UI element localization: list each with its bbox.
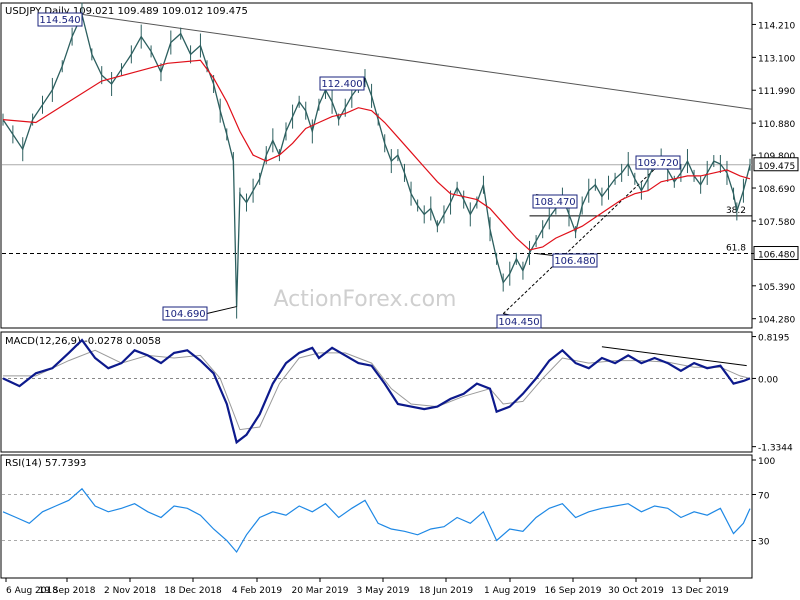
annotation-label: 112.400	[321, 79, 362, 90]
annotation-box	[635, 155, 681, 170]
date-axis-label: 16 Sep 2019	[544, 586, 601, 596]
annotation-label: 106.480	[554, 256, 595, 267]
price-axis-label: 109.800	[758, 152, 795, 162]
macd-panel-frame	[0, 331, 753, 453]
price-axis-label: 110.880	[758, 120, 795, 130]
date-axis-label: 1 Aug 2019	[484, 586, 536, 596]
date-axis-label: 19 Sep 2018	[38, 586, 95, 596]
rsi-line	[2, 487, 751, 554]
macd-axis-label: 0.00	[758, 375, 778, 385]
price-axis-label: 111.990	[758, 87, 795, 97]
price-series	[2, 2, 751, 319]
annotation-label: 104.690	[164, 309, 205, 320]
symbol-title: USDJPY Daily	[5, 6, 70, 17]
annotation-box	[532, 194, 578, 209]
support-trendline	[502, 156, 669, 315]
date-axis-label: 20 Mar 2019	[291, 586, 348, 596]
price-axis-label: 114.210	[758, 21, 795, 31]
price-axis-label: 107.580	[758, 218, 795, 228]
price-axis: 114.210 113.100 111.990 110.880 109.800 108.6…	[752, 21, 799, 326]
rsi-axis-label: 70	[758, 492, 770, 502]
date-axis-label: 18 Jun 2019	[419, 586, 473, 596]
date-axis-label: 2 Nov 2018	[104, 586, 156, 596]
date-axis-label: 6 Aug 2018	[6, 586, 58, 596]
price-annotation: 104.690	[162, 306, 237, 321]
level-tag-value: 106.480	[758, 251, 795, 261]
date-axis-label: 18 Dec 2018	[164, 586, 222, 596]
rsi-axis-label: 100	[758, 457, 775, 467]
annotation-box	[37, 12, 83, 27]
annotation-leader	[206, 306, 237, 314]
annotation-box	[496, 314, 542, 329]
watermark: ActionForex.com	[274, 287, 457, 312]
price-annotation: 104.450	[496, 313, 542, 329]
date-axis-label: 13 Dec 2019	[671, 586, 729, 596]
macd-signal-line	[3, 349, 751, 431]
date-axis-label: 30 Oct 2019	[608, 586, 664, 596]
price-axis-label: 104.280	[758, 316, 795, 326]
price-axis-label: 105.390	[758, 283, 795, 293]
date-axis-label: 3 May 2019	[357, 586, 410, 596]
date-axis-label: 4 Feb 2019	[232, 586, 283, 596]
annotation-box	[319, 76, 365, 91]
price-annotation: 108.470	[532, 194, 578, 209]
annotation-label: 114.540	[39, 15, 80, 26]
price-annotation: 106.480	[536, 253, 598, 268]
rsi-axis-label: 30	[758, 538, 770, 548]
price-annotation: 114.540	[37, 12, 83, 27]
annotation-box	[552, 253, 598, 268]
ohlc-header: 109.021 109.489 109.012 109.475	[73, 6, 248, 17]
moving-average-line	[2, 59, 751, 251]
price-annotation: 112.400	[319, 76, 366, 91]
annotation-label: 108.470	[534, 197, 575, 208]
price-panel-frame	[0, 2, 753, 329]
resistance-trendline	[81, 13, 753, 110]
price-annotations: 114.540 104.690 112.400 104.450 108.470 106.4…	[37, 12, 681, 329]
macd-layer: 0.8195 0.00 -1.3344	[2, 334, 793, 454]
rsi-layer: 100 70 30	[2, 457, 775, 554]
macd-trendline	[601, 346, 747, 367]
macd-axis-label: 0.8195	[758, 334, 790, 344]
annotation-label: 104.450	[498, 317, 539, 328]
rsi-title: RSI(14) 57.7393	[5, 458, 86, 469]
annotation-box	[162, 306, 208, 321]
price-annotation: 109.720	[635, 155, 681, 170]
level-tag	[753, 246, 799, 261]
fib-level-label: 38.2	[726, 206, 746, 216]
fib-level-label: 61.8	[726, 244, 746, 254]
current-price-tag	[753, 157, 799, 172]
current-price-value: 109.475	[758, 162, 795, 172]
rsi-panel-frame	[0, 454, 753, 579]
price-axis-label: 113.100	[758, 54, 795, 64]
price-header: USDJPY Daily 109.021 109.489 109.012 109…	[5, 6, 248, 17]
macd-line	[2, 338, 751, 445]
price-axis-label: 108.690	[758, 185, 795, 195]
annotation-label: 109.720	[637, 158, 678, 169]
price-close-line	[2, 12, 751, 307]
macd-axis-label: -1.3344	[758, 444, 793, 454]
